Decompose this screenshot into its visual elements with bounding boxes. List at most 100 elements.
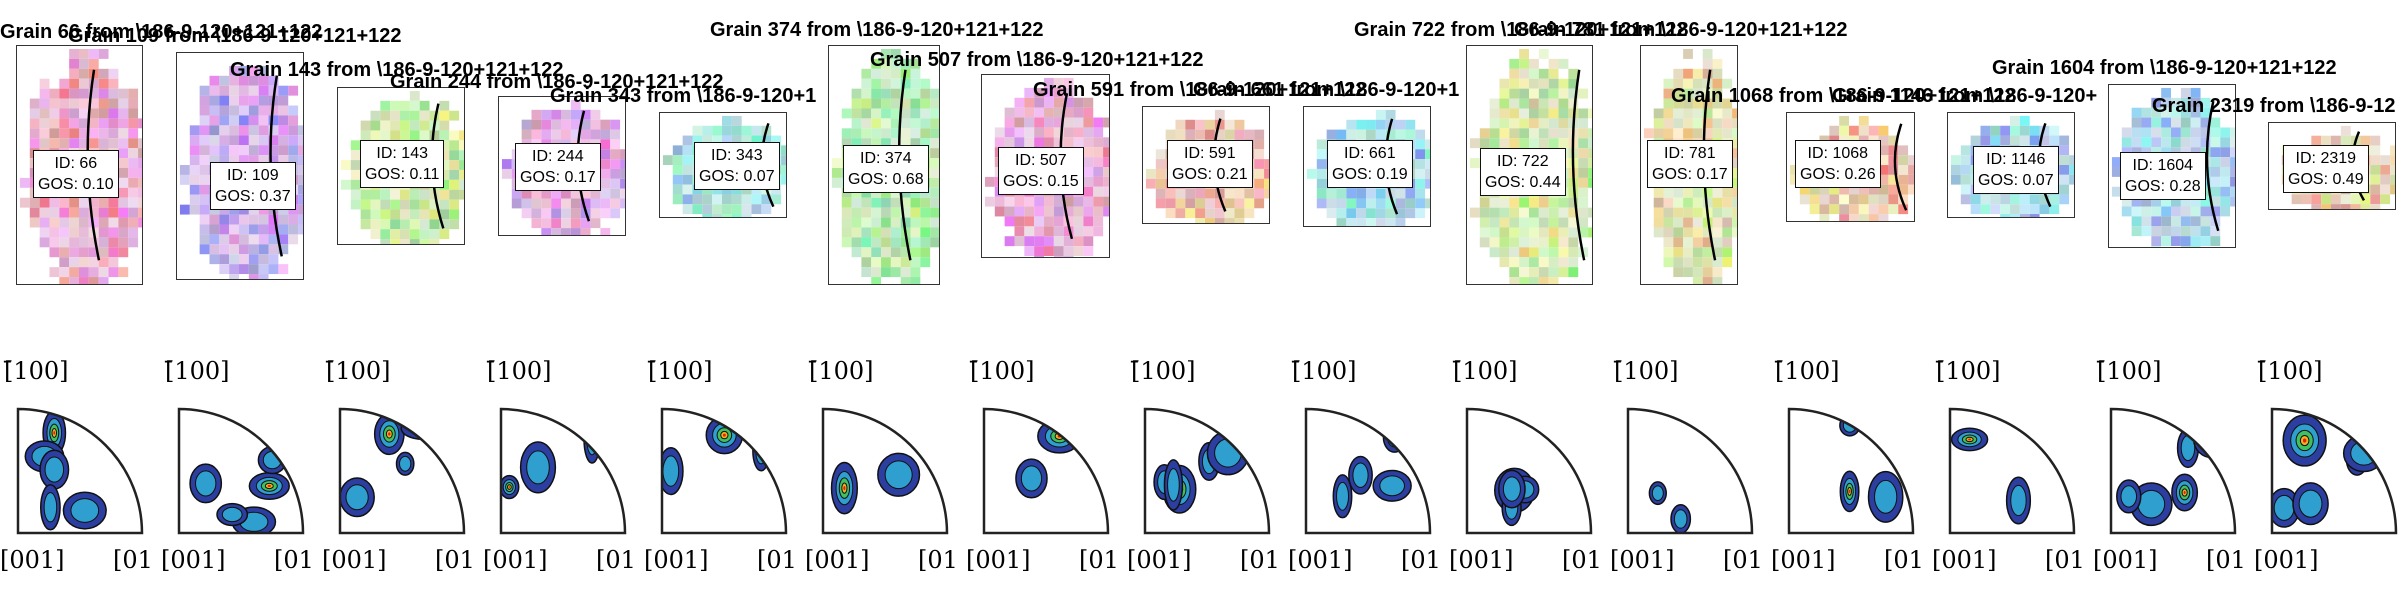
pole-figure-right-label: [01 <box>1562 546 1602 574</box>
pole-figure <box>338 407 466 535</box>
grain-id-gos-label: ID: 2319 GOS: 0.49 <box>2283 145 2369 193</box>
grain-title: Grain 591 from \186-9-120+121+122 <box>1033 79 1367 101</box>
grain-gos: GOS: 0.17 <box>1652 166 1728 183</box>
pole-figure <box>660 407 788 535</box>
grain-id-gos-label: ID: 374 GOS: 0.68 <box>843 145 929 193</box>
pole-figure-right-label: [01 <box>1723 546 1763 574</box>
pole-figure-top-label: [̄100] <box>165 357 230 385</box>
pole-figure-left-label: [001] <box>1610 546 1675 574</box>
grain-title: Grain 2319 from \186-9-12 <box>2152 95 2396 117</box>
pole-figure-top-label: [̄100] <box>326 357 391 385</box>
grain-gos: GOS: 0.37 <box>215 188 291 205</box>
pole-figure-top-label: [̄100] <box>970 357 1035 385</box>
pole-figure <box>2109 407 2237 535</box>
pole-figure-left-label: [001] <box>1449 546 1514 574</box>
pole-figure-right-label: [01 <box>435 546 475 574</box>
grain-id: ID: 109 <box>227 167 279 184</box>
pole-figure <box>16 407 144 535</box>
grain-gos: GOS: 0.11 <box>365 166 440 183</box>
pole-figure-right-label: [01 <box>757 546 797 574</box>
pole-figure <box>1465 407 1593 535</box>
grain-id: ID: 374 <box>860 150 912 167</box>
grain-title: Grain 781 from \186-9-120+121+122 <box>1514 19 1848 41</box>
grain-id: ID: 1068 <box>1807 145 1869 162</box>
grain-title: Grain 507 from \186-9-120+121+122 <box>870 49 1204 71</box>
pole-figure-right-label: [01 <box>1079 546 1119 574</box>
grain-gos: GOS: 0.10 <box>38 176 114 193</box>
pole-figure-top-label: [̄100] <box>1775 357 1840 385</box>
grain-id-gos-label: ID: 1146 GOS: 0.07 <box>1973 146 2059 194</box>
pole-figure-top-label: [̄100] <box>809 357 874 385</box>
pole-figure-top-label: [̄100] <box>1453 357 1518 385</box>
pole-figure-left-label: [001] <box>2254 546 2319 574</box>
pole-figure-left-label: [001] <box>1771 546 1836 574</box>
grain-gos: GOS: 0.15 <box>1003 173 1079 190</box>
pole-figure-left-label: [001] <box>1127 546 1192 574</box>
pole-figure-left-label: [001] <box>0 546 65 574</box>
pole-figure-left-label: [001] <box>322 546 387 574</box>
grain-id-gos-label: ID: 343 GOS: 0.07 <box>694 142 780 190</box>
pole-figure-right-label: [01 <box>1240 546 1280 574</box>
grain-id: ID: 66 <box>54 155 98 172</box>
grain-id-gos-label: ID: 722 GOS: 0.44 <box>1480 148 1566 196</box>
grain-id-gos-label: ID: 109 GOS: 0.37 <box>210 162 296 210</box>
grain-id: ID: 507 <box>1015 152 1067 169</box>
pole-figure-top-label: [̄100] <box>1936 357 2001 385</box>
grain-title: Grain 1068 from \186-9-120+121+122 <box>1671 85 2016 107</box>
grain-id-gos-label: ID: 591 GOS: 0.21 <box>1167 140 1253 188</box>
pole-figure <box>2270 407 2398 535</box>
grain-id: ID: 1146 <box>1986 151 2046 168</box>
grain-id-gos-label: ID: 507 GOS: 0.15 <box>998 147 1084 195</box>
pole-figure-left-label: [001] <box>966 546 1031 574</box>
pole-figure-right-label: [01 <box>2206 546 2246 574</box>
grain-gos: GOS: 0.21 <box>1172 166 1248 183</box>
pole-figure-right-label: [01 <box>274 546 314 574</box>
pole-figure-left-label: [001] <box>644 546 709 574</box>
grain-id-gos-label: ID: 244 GOS: 0.17 <box>515 143 601 191</box>
pole-figure-right-label: [01 <box>113 546 153 574</box>
grain-id-gos-label: ID: 661 GOS: 0.19 <box>1327 140 1413 188</box>
grain-gos: GOS: 0.28 <box>2125 178 2201 195</box>
pole-figure-top-label: [̄100] <box>2097 357 2162 385</box>
pole-figure-top-label: [̄100] <box>1614 357 1679 385</box>
grain-title: Grain 143 from \186-9-120+121+122 <box>230 59 564 81</box>
grain-id: ID: 781 <box>1664 145 1716 162</box>
pole-figure-top-label: [̄100] <box>2258 357 2323 385</box>
grain-gos: GOS: 0.68 <box>848 171 924 188</box>
grain-id: ID: 2319 <box>2295 150 2357 167</box>
pole-figure-right-label: [01 <box>596 546 636 574</box>
grain-id: ID: 143 <box>376 145 428 162</box>
grain-title: Grain 109 from \186-9-120+121+122 <box>68 25 402 47</box>
pole-figure-left-label: [001] <box>483 546 548 574</box>
pole-figure-top-label: [̄100] <box>487 357 552 385</box>
grain-title: Grain 374 from \186-9-120+121+122 <box>710 19 1044 41</box>
grain-gos: GOS: 0.26 <box>1800 166 1876 183</box>
pole-figure <box>177 407 305 535</box>
grain-gos: GOS: 0.07 <box>699 168 775 185</box>
grain-id-gos-label: ID: 781 GOS: 0.17 <box>1647 140 1733 188</box>
pole-figure <box>1626 407 1754 535</box>
grain-id: ID: 591 <box>1184 145 1236 162</box>
pole-figure <box>499 407 627 535</box>
pole-figure <box>1787 407 1915 535</box>
pole-figure <box>982 407 1110 535</box>
pole-figure-right-label: [01 <box>2045 546 2085 574</box>
pole-figure <box>1304 407 1432 535</box>
grain-title: Grain 1604 from \186-9-120+121+122 <box>1992 57 2337 79</box>
grain-title: Grain 661 from \186-9-120+1 <box>1193 79 1460 101</box>
pole-figure-right-label: [01 <box>1401 546 1441 574</box>
grain-map-pixels <box>179 65 303 279</box>
grain-title: Grain 1146 from \186-9-120+ <box>1832 85 2098 107</box>
grain-id: ID: 661 <box>1344 145 1396 162</box>
pole-figure-top-label: [̄100] <box>4 357 69 385</box>
pole-figure-top-label: [̄100] <box>1131 357 1196 385</box>
grain-title: Grain 66 from \186-9-120+121+122 <box>0 21 323 43</box>
pole-figure <box>821 407 949 535</box>
pole-figure-right-label: [01 <box>1884 546 1924 574</box>
grain-id-gos-label: ID: 66 GOS: 0.10 <box>33 150 119 198</box>
grain-id: ID: 1604 <box>2132 157 2194 174</box>
grain-gos: GOS: 0.19 <box>1332 166 1408 183</box>
grain-id-gos-label: ID: 143 GOS: 0.11 <box>360 140 445 188</box>
grain-title: Grain 343 from \186-9-120+1 <box>550 85 817 107</box>
